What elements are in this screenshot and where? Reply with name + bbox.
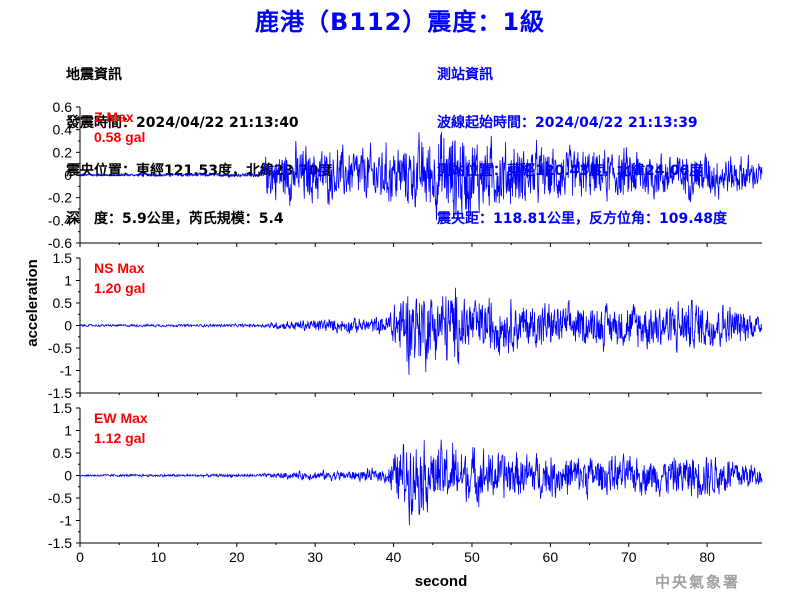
ns-y-tick-label: -0.5 [48, 340, 72, 356]
x-tick-label: 0 [76, 549, 84, 565]
ew-max-label: EW Max [94, 410, 148, 426]
z-y-tick-label: -0.6 [48, 235, 72, 251]
z-y-tick-label: 0.6 [53, 99, 73, 115]
x-tick-label: 10 [151, 549, 167, 565]
x-tick-label: 50 [464, 549, 480, 565]
chart-title: 鹿港（B112）震度：1級 [254, 8, 546, 36]
ew-y-tick-label: -1 [60, 513, 73, 529]
ew-y-tick-label: 1 [64, 423, 72, 439]
z-max-value: 0.58 gal [94, 129, 145, 145]
x-tick-label: 40 [386, 549, 402, 565]
ns-y-tick-label: -1.5 [48, 385, 72, 401]
quake-origin-time: 發震時間：2024/04/22 21:13:40 [66, 115, 299, 131]
ns-max-value: 1.20 gal [94, 280, 145, 296]
ew-y-tick-label: 0.5 [53, 445, 73, 461]
x-tick-label: 70 [621, 549, 637, 565]
x-tick-label: 20 [229, 549, 245, 565]
station-start-time: 波線起始時間：2024/04/22 21:13:39 [437, 115, 698, 131]
z-max-label: Z Max [94, 109, 134, 125]
z-y-tick-label: 0 [64, 167, 72, 183]
ew-y-tick-label: -1.5 [48, 535, 72, 551]
z-y-tick-label: 0.2 [53, 144, 73, 160]
ns-y-tick-label: 0.5 [53, 295, 73, 311]
ew-max-value: 1.12 gal [94, 430, 145, 446]
y-axis-label: acceleration [24, 259, 41, 347]
ns-max-label: NS Max [94, 260, 145, 276]
station-info-heading: 測站資訊 [437, 67, 493, 83]
x-tick-label: 30 [307, 549, 323, 565]
agency-watermark: 中央氣象署 [655, 573, 741, 591]
x-tick-label: 60 [543, 549, 559, 565]
ew-waveform [79, 439, 763, 526]
ns-y-tick-label: 1.5 [53, 250, 73, 266]
ns-y-tick-label: 1 [64, 273, 72, 289]
z-y-tick-label: -0.2 [48, 190, 72, 206]
x-tick-label: 80 [699, 549, 715, 565]
ew-y-tick-label: 1.5 [53, 400, 73, 416]
station-distance-azimuth: 震央距：118.81公里，反方位角：109.48度 [437, 211, 728, 227]
ew-y-tick-label: -0.5 [48, 490, 72, 506]
ns-y-tick-label: -1 [60, 363, 73, 379]
quake-depth-magnitude: 深 度：5.9公里，芮氏規模：5.4 [66, 211, 284, 227]
x-axis-label: second [415, 573, 468, 590]
ns-y-tick-label: 0 [64, 318, 72, 334]
ew-y-tick-label: 0 [64, 468, 72, 484]
z-y-tick-label: -0.4 [48, 212, 72, 228]
station-info-block: 測站資訊 波線起始時間：2024/04/22 21:13:39 測站位置：東經1… [437, 35, 727, 243]
z-waveform [79, 131, 763, 221]
ns-waveform [79, 287, 763, 375]
quake-info-heading: 地震資訊 [66, 67, 122, 83]
z-y-tick-label: 0.4 [53, 122, 73, 138]
